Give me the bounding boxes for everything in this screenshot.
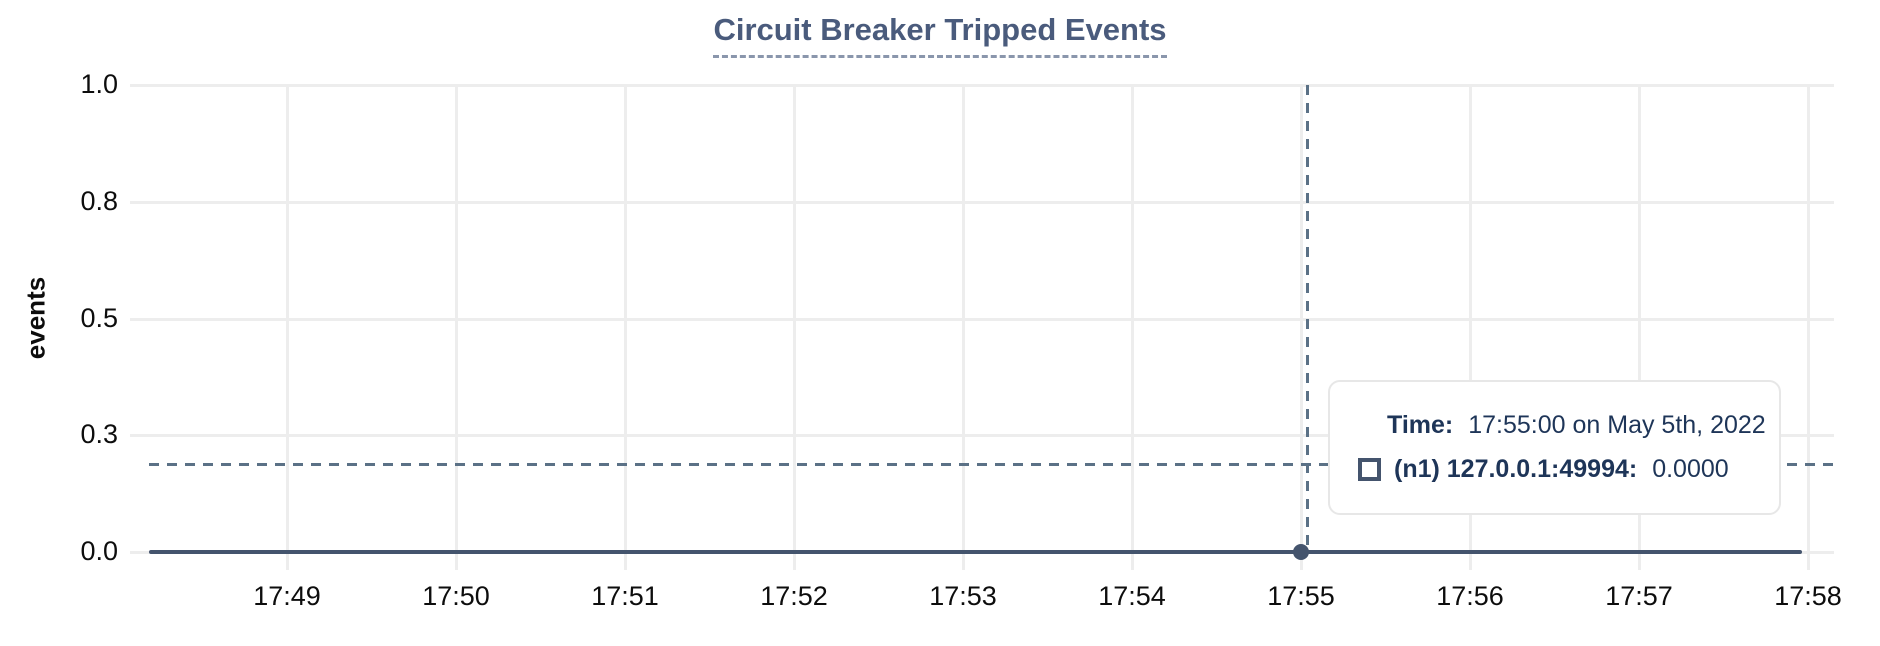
cursor-crosshair-vertical (1306, 85, 1309, 552)
series-line (149, 550, 1802, 554)
tooltip-time-row: Time: 17:55:00 on May 5th, 2022 (1387, 411, 1766, 440)
v-gridline (1807, 85, 1810, 570)
y-tick-label: 1.0 (80, 69, 118, 99)
cursor-crosshair-horizontal (149, 463, 1834, 466)
x-tick-label: 17:53 (929, 581, 997, 611)
tooltip-time-value: 17:55:00 on May 5th, 2022 (1468, 411, 1766, 439)
tooltip-series-row: (n1) 127.0.0.1:49994: 0.0000 (1358, 455, 1755, 484)
h-gridline (130, 318, 1834, 321)
h-gridline (130, 434, 1834, 437)
y-tick-label: 0.3 (80, 419, 118, 449)
x-tick-label: 17:50 (422, 581, 490, 611)
y-tick-label: 0.8 (80, 186, 118, 216)
x-tick-label: 17:54 (1098, 581, 1166, 611)
v-gridline (962, 85, 965, 570)
chart-header: Circuit Breaker Tripped Events (0, 12, 1880, 58)
chart-title[interactable]: Circuit Breaker Tripped Events (713, 12, 1167, 58)
v-gridline (624, 85, 627, 570)
y-tick-label: 0.5 (80, 303, 118, 333)
v-gridline (793, 85, 796, 570)
v-gridline (1300, 85, 1303, 570)
v-gridline (286, 85, 289, 570)
v-gridline (1131, 85, 1134, 570)
x-tick-label: 17:58 (1774, 581, 1842, 611)
y-tick-label: 0.0 (80, 536, 118, 566)
tooltip-series-label: (n1) 127.0.0.1:49994: (1394, 455, 1638, 483)
h-gridline (130, 84, 1834, 87)
plot-area[interactable] (130, 84, 1834, 570)
x-tick-label: 17:51 (591, 581, 659, 611)
v-gridline (455, 85, 458, 570)
x-tick-label: 17:52 (760, 581, 828, 611)
v-gridline (1638, 85, 1641, 570)
hovered-data-point (1293, 544, 1309, 560)
y-axis-label: events (20, 276, 51, 360)
x-tick-label: 17:55 (1267, 581, 1335, 611)
x-tick-label: 17:56 (1436, 581, 1504, 611)
v-gridline (1469, 85, 1472, 570)
h-gridline (130, 201, 1834, 204)
series-legend-marker-icon (1358, 458, 1381, 481)
tooltip-series-value: 0.0000 (1652, 455, 1729, 483)
hover-tooltip: Time: 17:55:00 on May 5th, 2022 (n1) 127… (1328, 380, 1781, 515)
x-tick-label: 17:49 (253, 581, 321, 611)
tooltip-time-label: Time: (1387, 411, 1454, 439)
x-tick-label: 17:57 (1605, 581, 1673, 611)
